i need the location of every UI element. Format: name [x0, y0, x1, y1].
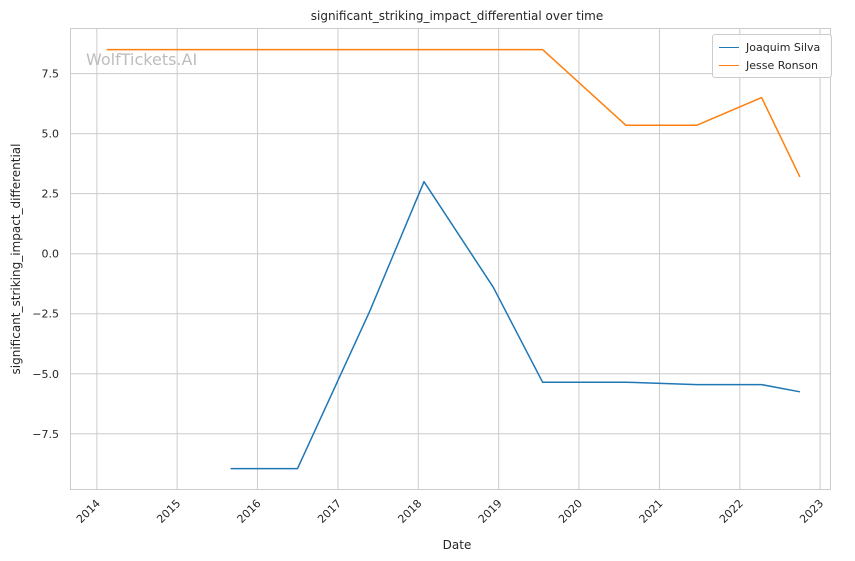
x-tick-label: 2023	[797, 497, 826, 526]
grid-lines	[70, 28, 830, 489]
x-tick-label: 2015	[154, 497, 183, 526]
x-tick-label: 2022	[717, 497, 746, 526]
x-tick-label: 2019	[476, 497, 505, 526]
legend-item-joaquim-silva: Joaquim Silva	[719, 39, 820, 55]
legend-swatch	[719, 64, 739, 66]
x-tick-label: 2016	[235, 497, 264, 526]
legend-swatch	[719, 46, 739, 48]
x-tick-label: 2021	[637, 497, 666, 526]
series-line-jesse-ronson	[106, 48, 801, 178]
legend-label: Jesse Ronson	[746, 58, 819, 72]
plot-area-border	[70, 28, 831, 490]
y-tick-label: 0.0	[42, 248, 60, 261]
legend-label: Joaquim Silva	[746, 40, 821, 54]
y-tick-label: −7.5	[32, 428, 59, 441]
chart-title: significant_striking_impact_differential…	[311, 9, 603, 23]
y-tick-label: −2.5	[32, 308, 59, 321]
y-tick-label: 5.0	[42, 128, 60, 141]
y-axis-label: significant_striking_impact_differential	[9, 144, 23, 375]
y-tick-labels: −7.5 −5.0 −2.5 0.0 2.5 5.0 7.5	[32, 68, 59, 441]
x-tick-label: 2014	[74, 497, 103, 526]
watermark: WolfTickets.AI	[86, 50, 197, 69]
x-axis-label: Date	[443, 538, 472, 552]
series-lines	[106, 48, 801, 470]
legend: Joaquim Silva Jesse Ronson	[712, 34, 832, 78]
y-tick-label: 7.5	[42, 68, 60, 81]
legend-item-jesse-ronson: Jesse Ronson	[719, 57, 818, 73]
x-tick-label: 2018	[395, 497, 424, 526]
y-tick-label: 2.5	[42, 188, 60, 201]
y-tick-label: −5.0	[32, 368, 59, 381]
x-tick-label: 2017	[315, 497, 344, 526]
series-line-joaquim-silva	[230, 180, 801, 470]
x-tick-labels: 2014 2015 2016 2017 2018 2019 2020 2021 2022 2023	[74, 497, 826, 526]
x-tick-label: 2020	[556, 497, 585, 526]
